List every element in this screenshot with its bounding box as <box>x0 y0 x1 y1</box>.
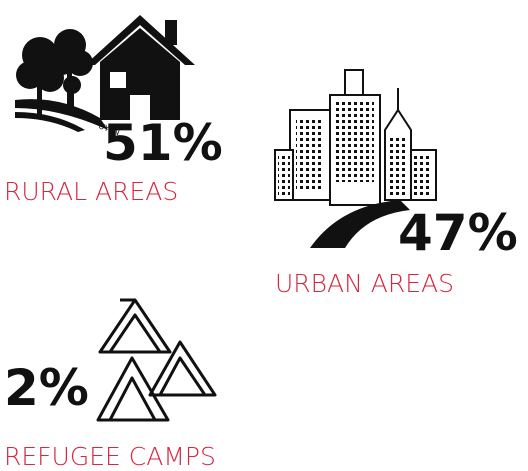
rural-icon <box>15 15 195 132</box>
label: REFUGEE CAMPS <box>4 442 216 471</box>
label: RURAL AREAS <box>4 177 178 206</box>
figure: 47% <box>398 204 518 262</box>
tents-icon <box>96 298 217 422</box>
figure: 2% <box>4 359 89 417</box>
label: URBAN AREAS <box>275 269 454 298</box>
urban-windows <box>278 102 432 248</box>
figure: 51% <box>103 114 223 172</box>
